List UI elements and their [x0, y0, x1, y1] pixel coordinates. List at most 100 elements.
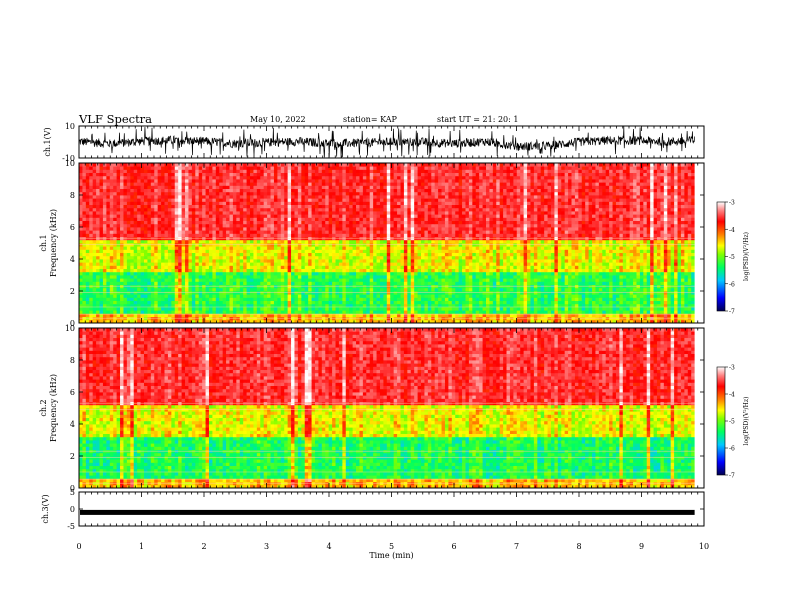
spectrogram-cell — [657, 297, 661, 301]
spectrogram-cell — [359, 319, 364, 324]
spectrogram-cell — [410, 271, 415, 276]
spectrogram-cell — [629, 271, 634, 276]
spectrogram-cell — [263, 271, 268, 276]
spectrogram-cell — [615, 259, 620, 263]
spectrogram-cell — [280, 319, 285, 324]
spectrogram-cell — [571, 313, 576, 317]
spectrogram-cell — [414, 287, 418, 292]
spectrogram-cell — [226, 294, 230, 298]
spectrogram-cell — [157, 268, 162, 273]
spectrogram-cell — [636, 239, 641, 244]
spectrogram-cell — [465, 255, 470, 260]
spectrogram-cell — [574, 252, 579, 257]
spectrogram-cell — [598, 310, 603, 314]
spectrogram-cell — [492, 294, 497, 298]
spectrogram-cell — [403, 278, 408, 282]
spectrogram-cell — [424, 303, 429, 308]
spectrogram-cell — [612, 319, 617, 324]
spectrogram-cell — [109, 249, 114, 253]
spectrogram-cell — [133, 313, 138, 317]
spectrogram-cell — [120, 275, 124, 279]
spectrogram-cell — [578, 252, 583, 257]
spectrogram-cell — [174, 259, 179, 263]
spectrogram-cell — [82, 271, 87, 276]
spectrogram-cell — [301, 265, 306, 269]
spectrogram-cell — [650, 281, 654, 285]
spectrogram-cell — [314, 271, 319, 276]
spectrogram-cell — [544, 249, 548, 253]
spectrogram-cell — [212, 271, 217, 276]
spectrogram-cell — [263, 313, 268, 317]
spectrogram-cell — [486, 319, 490, 324]
spectrogram-cell — [345, 294, 350, 298]
spectrogram-cell — [660, 262, 665, 266]
spectrogram-cell — [636, 300, 641, 305]
spectrogram-cell — [263, 310, 268, 314]
spectrogram-cell — [571, 303, 576, 308]
spectrogram-cell — [376, 313, 381, 317]
spectrogram-cell — [325, 246, 330, 250]
spectrogram-cell — [462, 246, 466, 250]
spectrogram-cell — [533, 252, 538, 257]
spectrogram-cell — [489, 287, 494, 292]
spectrogram-cell — [561, 265, 566, 269]
spectrogram-cell — [379, 297, 384, 301]
spectrogram-cell — [615, 271, 620, 276]
spectrogram-cell — [171, 259, 176, 263]
spectrogram-cell — [291, 313, 295, 317]
spectrogram-cell — [102, 271, 107, 276]
spectrogram-cell — [154, 239, 159, 244]
spectrogram-cell — [89, 246, 94, 250]
spectrogram-cell — [208, 310, 213, 314]
spectrogram-cell — [458, 259, 463, 263]
spectrogram-cell — [273, 239, 278, 244]
spectrogram-cell — [359, 313, 364, 317]
spectrogram-cell — [424, 297, 429, 301]
spectrogram-cell — [547, 307, 552, 311]
spectrogram-cell — [284, 281, 289, 285]
spectrogram-cell — [609, 271, 613, 276]
spectrogram-cell — [318, 249, 323, 253]
spectrogram-cell — [89, 287, 94, 292]
spectrogram-cell — [304, 303, 309, 308]
spectrogram-cell — [451, 287, 456, 292]
spectrogram-cell — [256, 259, 261, 263]
spectrogram-cell — [150, 300, 155, 305]
spectrogram-cell — [509, 252, 514, 257]
spectrogram-cell — [106, 275, 111, 279]
spectrogram-cell — [277, 281, 282, 285]
spectrogram-cell — [674, 278, 678, 282]
spectrogram-cell — [421, 294, 425, 298]
spectrogram-cell — [147, 313, 152, 317]
spectrogram-cell — [660, 249, 665, 253]
spectrogram-cell — [250, 278, 254, 282]
spectrogram-cell — [106, 313, 111, 317]
spectrogram-cell — [280, 271, 285, 276]
spectrogram-cell — [667, 259, 672, 263]
spectrogram-cell — [431, 281, 436, 285]
spectrogram-cell — [256, 268, 261, 273]
spectrogram-cell — [561, 246, 566, 250]
spectrogram-cell — [598, 319, 603, 324]
spectrogram-cell — [609, 249, 613, 253]
spectrogram-cell — [171, 300, 176, 305]
spectrogram-cell — [342, 287, 347, 292]
spectrogram-cell — [533, 255, 538, 260]
spectrogram-cell — [321, 246, 326, 250]
spectrogram-cell — [277, 313, 282, 317]
spectrogram-cell — [226, 275, 230, 279]
spectrogram-cell — [342, 319, 347, 324]
spectrogram-cell — [321, 303, 326, 308]
spectrogram-cell — [626, 313, 631, 317]
spectrogram-cell — [92, 275, 97, 279]
spectrogram-cell — [633, 294, 637, 298]
spectrogram-cell — [106, 255, 111, 260]
spectrogram-cell — [615, 278, 620, 282]
spectrogram-cell — [222, 259, 227, 263]
spectrogram-cell — [462, 281, 466, 285]
spectrogram-cell — [677, 287, 682, 292]
spectrogram-cell — [533, 239, 538, 244]
spectrogram-cell — [509, 265, 514, 269]
spectrogram-cell — [547, 239, 552, 244]
spectrogram-cell — [188, 297, 193, 301]
